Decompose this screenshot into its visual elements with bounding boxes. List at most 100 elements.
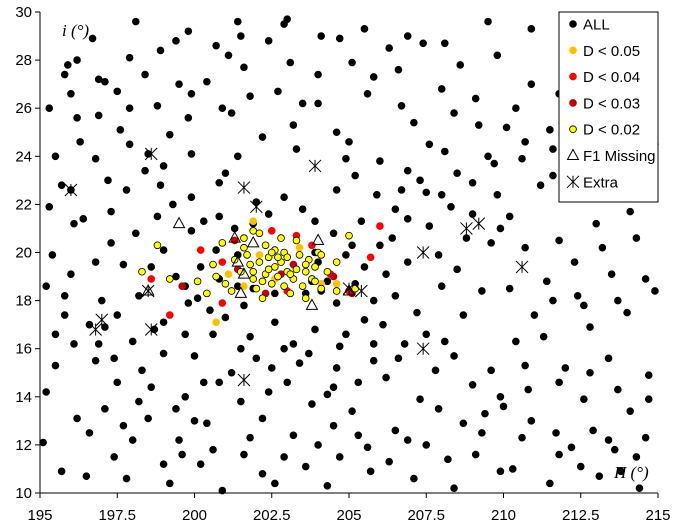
point-all [394,354,403,363]
point-all [632,234,641,242]
point-all [348,58,356,67]
point-all [110,453,118,461]
point-all [39,438,47,447]
point-d-002 [271,263,279,271]
point-d-002 [227,287,236,295]
point-all [67,89,75,98]
point-d-005 [295,243,304,252]
point-d-002 [292,265,301,274]
point-all [493,190,502,199]
point-all [240,63,248,72]
x-tick-label: 197.5 [98,507,136,524]
point-all [573,291,582,300]
point-all [240,450,248,459]
point-d-002 [203,289,211,298]
point-all [332,299,341,307]
point-all [329,229,338,238]
point-all [382,373,390,382]
point-all [246,433,254,442]
point-d-002 [286,289,295,298]
point-all [67,270,75,278]
point-all [487,239,495,247]
x-axis-label: Π (°) [613,463,649,482]
point-all [252,354,261,363]
point-all [527,25,536,33]
point-d-002 [280,282,288,290]
point-all [159,349,168,358]
point-all [363,443,372,452]
point-all [376,241,384,250]
point-d-002 [249,275,258,283]
point-all [413,308,421,317]
point-all [280,193,288,201]
point-all [128,436,137,444]
point-all [215,212,224,221]
point-all [589,426,597,435]
point-d-002 [283,253,292,262]
x-tick-label: 207.5 [407,507,445,524]
point-all [289,340,298,348]
point-all [345,138,353,146]
point-d-002 [332,287,341,295]
point-d-002 [274,272,282,281]
point-d-002 [255,229,264,238]
point-all [227,368,236,377]
point-all [73,114,81,122]
series-d004 [147,222,384,319]
point-all [308,400,316,408]
point-all [119,260,128,269]
point-all [521,361,529,370]
point-all [527,80,536,88]
point-all [468,210,477,218]
point-all [209,445,217,454]
point-all [431,366,440,375]
point-all [203,77,211,86]
point-all [422,441,431,449]
point-all [641,275,650,283]
point-all [178,450,186,459]
point-all [416,395,424,404]
legend-marker-f1 [566,148,580,160]
point-all [425,222,434,230]
point-all [586,323,594,331]
point-all [499,402,508,411]
point-d-002 [317,251,325,259]
point-all [440,147,449,156]
point-all [437,85,446,93]
point-all [147,263,156,271]
point-d-003 [178,282,186,290]
point-all [101,77,109,86]
point-all [555,450,563,459]
point-all [440,39,449,48]
point-all [267,364,276,372]
point-all [419,39,427,48]
point-d-004 [218,299,227,307]
point-all [159,246,168,254]
point-all [317,32,325,40]
point-extra [416,342,430,356]
point-all [474,121,483,129]
point-all [410,474,418,483]
point-all [555,378,563,387]
legend-marker-d003 [569,99,577,107]
y-tick-label: 28 [15,52,32,69]
point-d-004 [376,222,384,230]
point-all [98,296,106,305]
point-d-002 [153,241,162,250]
point-all [369,356,378,365]
point-extra [472,217,486,230]
point-all [521,243,529,252]
point-all [456,61,465,69]
point-all [60,311,69,319]
point-all [94,75,103,84]
point-all [357,217,366,226]
point-d-002 [332,258,341,266]
point-all [175,436,183,444]
point-all [369,73,378,81]
point-f1-missing [234,286,248,298]
point-extra [237,181,251,194]
point-all [512,337,520,346]
point-all [434,405,443,413]
point-all [73,414,81,423]
series-f1 [141,216,356,310]
